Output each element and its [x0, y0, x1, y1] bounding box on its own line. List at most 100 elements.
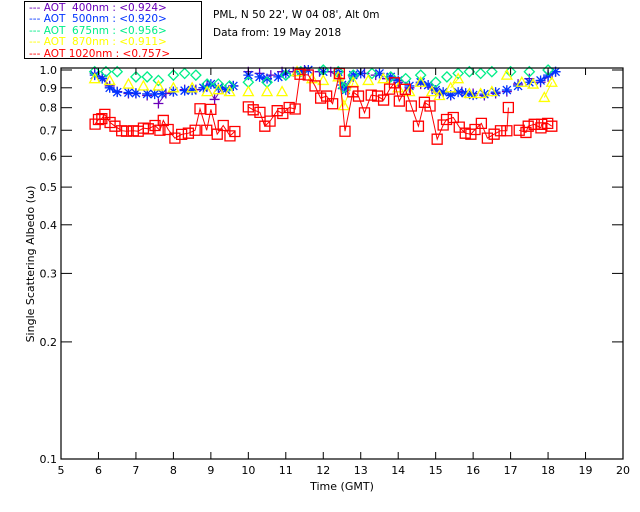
series-aot-870nm	[88, 65, 558, 111]
data-point	[523, 65, 536, 78]
data-point	[109, 120, 121, 132]
data-point	[501, 85, 512, 96]
data-point	[474, 67, 487, 80]
plot-frame	[60, 67, 624, 460]
data-point	[97, 73, 108, 84]
y-tick-label: 0.8	[40, 102, 58, 115]
data-point	[520, 126, 532, 139]
data-point	[429, 76, 442, 89]
data-point	[198, 82, 209, 93]
y-tick-label: 0.1	[40, 453, 58, 466]
x-tick-label: 9	[207, 464, 214, 477]
data-point	[88, 72, 101, 84]
data-point	[96, 112, 108, 125]
data-point	[475, 117, 488, 130]
data-point	[459, 127, 471, 139]
data-point	[254, 71, 265, 82]
data-point	[220, 84, 231, 95]
data-point	[388, 77, 401, 89]
data-point	[223, 85, 236, 97]
data-point	[383, 83, 396, 95]
data-point	[465, 128, 477, 140]
data-point	[104, 82, 115, 93]
data-point	[526, 77, 540, 89]
data-point	[474, 87, 487, 99]
data-point	[320, 90, 333, 102]
data-point	[295, 66, 306, 77]
data-point	[362, 74, 375, 86]
data-point	[242, 85, 255, 97]
legend-entry-675nm: --- AOT 675nm : <0.956>	[29, 24, 167, 37]
data-point	[415, 77, 426, 88]
data-point	[501, 125, 513, 137]
data-point	[132, 125, 144, 137]
data-point	[247, 104, 259, 116]
data-point	[309, 80, 321, 92]
data-point	[440, 70, 453, 83]
data-point	[405, 100, 417, 112]
data-point	[289, 103, 301, 115]
data-point	[187, 85, 198, 96]
data-point	[229, 125, 241, 138]
data-point	[535, 75, 546, 86]
legend-entry-870nm: --- AOT 870nm : <0.911>	[29, 36, 167, 49]
data-point	[403, 85, 416, 97]
data-point	[157, 114, 169, 127]
data-point	[377, 94, 390, 106]
x-tick-label: 11	[279, 464, 293, 477]
site-info: PML, N 50 22', W 04 08', Alt 0m Data fro…	[213, 6, 380, 42]
data-point	[431, 133, 443, 145]
data-point	[453, 87, 464, 98]
data-point	[152, 79, 165, 91]
data-point	[374, 68, 385, 79]
data-point	[259, 120, 271, 132]
y-tick-label: 0.7	[40, 124, 58, 137]
data-point	[452, 72, 465, 84]
data-point	[243, 70, 254, 81]
data-point	[485, 65, 498, 78]
data-point	[111, 65, 124, 78]
data-point	[167, 69, 180, 82]
data-point	[273, 71, 284, 82]
legend: --- AOT 400nm : <0.924> --- AOT 500nm : …	[24, 1, 202, 60]
x-tick-label: 6	[95, 464, 102, 477]
data-point	[201, 85, 214, 97]
legend-entry-400nm: --- AOT 400nm : <0.924>	[29, 2, 167, 14]
data-point	[513, 124, 525, 136]
data-point	[414, 69, 427, 82]
data-point	[262, 73, 273, 84]
data-point	[546, 120, 558, 132]
x-tick-label: 18	[541, 464, 555, 477]
data-point	[123, 87, 134, 98]
data-point	[242, 101, 254, 113]
y-tick-label: 0.9	[40, 82, 58, 95]
data-point	[522, 120, 534, 132]
x-tick-label: 7	[132, 464, 139, 477]
x-tick-label: 16	[466, 464, 480, 477]
data-point	[412, 120, 425, 132]
data-point	[524, 77, 535, 88]
data-point	[178, 67, 191, 80]
data-point	[212, 78, 225, 91]
data-point	[550, 66, 561, 77]
data-point	[157, 88, 168, 99]
date-text: Data from: 19 May 2018	[213, 27, 342, 39]
data-point	[201, 78, 214, 91]
data-point	[418, 96, 431, 108]
data-point	[453, 121, 465, 133]
data-point	[433, 89, 446, 101]
data-point	[365, 89, 377, 101]
data-point	[502, 101, 515, 114]
data-point	[393, 95, 405, 107]
data-point	[377, 72, 390, 84]
data-point	[141, 70, 154, 83]
data-point	[515, 75, 528, 87]
legend-entry-500nm: --- AOT 500nm : <0.920>	[29, 13, 167, 26]
data-point	[223, 80, 236, 92]
data-point	[385, 71, 396, 82]
data-point	[279, 69, 292, 82]
x-tick-label: 14	[391, 464, 405, 477]
x-tick-label: 10	[241, 464, 255, 477]
data-point	[130, 70, 142, 83]
